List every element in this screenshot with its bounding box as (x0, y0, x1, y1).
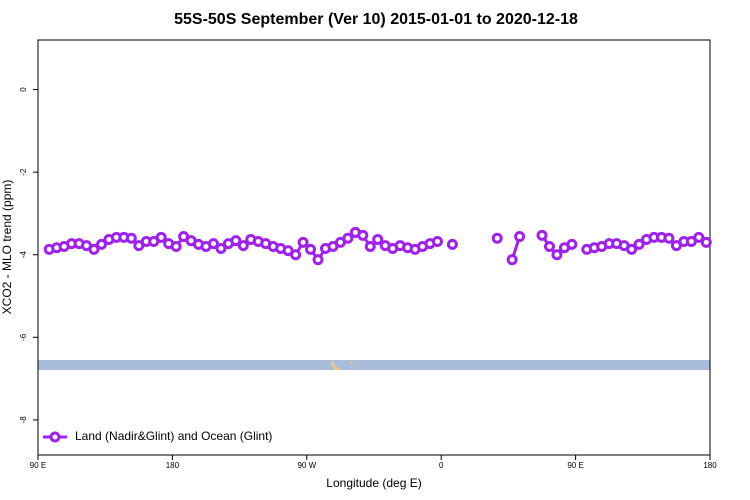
data-point (237, 240, 249, 252)
y-tick-label: -4 (19, 251, 28, 259)
data-point (663, 232, 675, 244)
land-ocean-strip (38, 360, 710, 370)
data-point (566, 238, 578, 250)
x-tick-label: 180 (703, 461, 717, 470)
x-tick-label: 90 E (567, 461, 583, 470)
data-point (357, 229, 369, 241)
data-point (543, 240, 555, 252)
data-point (700, 236, 712, 248)
data-point (290, 249, 302, 261)
data-point (125, 232, 137, 244)
y-tick-label: -6 (19, 333, 28, 341)
data-point (491, 232, 503, 244)
data-point (215, 243, 227, 255)
land-patch (331, 360, 340, 370)
x-axis-label: Longitude (deg E) (326, 476, 421, 490)
data-point (693, 231, 705, 243)
data-point (312, 254, 324, 266)
data-point (446, 238, 458, 250)
data-point (95, 238, 107, 250)
data-point (170, 240, 182, 252)
legend-label: Land (Nadir&Glint) and Ocean (Glint) (75, 429, 272, 443)
data-point (431, 236, 443, 248)
data-point (342, 232, 354, 244)
y-axis-label: XCO2 - MLO trend (ppm) (0, 180, 14, 315)
data-point (514, 231, 526, 243)
land-patch (350, 362, 353, 364)
data-point (155, 231, 167, 243)
legend-marker (49, 431, 61, 443)
data-point (364, 240, 376, 252)
x-tick-label: 180 (166, 461, 180, 470)
data-point (551, 249, 563, 261)
data-point (506, 254, 518, 266)
chart-title: 55S-50S September (Ver 10) 2015-01-01 to… (174, 11, 578, 28)
plot-frame (37, 39, 711, 456)
data-point (207, 238, 219, 250)
data-point (305, 243, 317, 255)
data-point (297, 236, 309, 248)
x-tick-label: 90 E (30, 461, 46, 470)
y-tick-label: 0 (19, 87, 28, 92)
data-point (626, 243, 638, 255)
y-tick-label: -2 (19, 168, 28, 176)
data-point (536, 229, 548, 241)
data-point (230, 235, 242, 247)
x-tick-label: 0 (439, 461, 444, 470)
data-point (633, 238, 645, 250)
x-tick-label: 90 W (297, 461, 316, 470)
y-tick-label: -8 (19, 416, 28, 424)
data-point (88, 243, 100, 255)
data-point (372, 233, 384, 245)
